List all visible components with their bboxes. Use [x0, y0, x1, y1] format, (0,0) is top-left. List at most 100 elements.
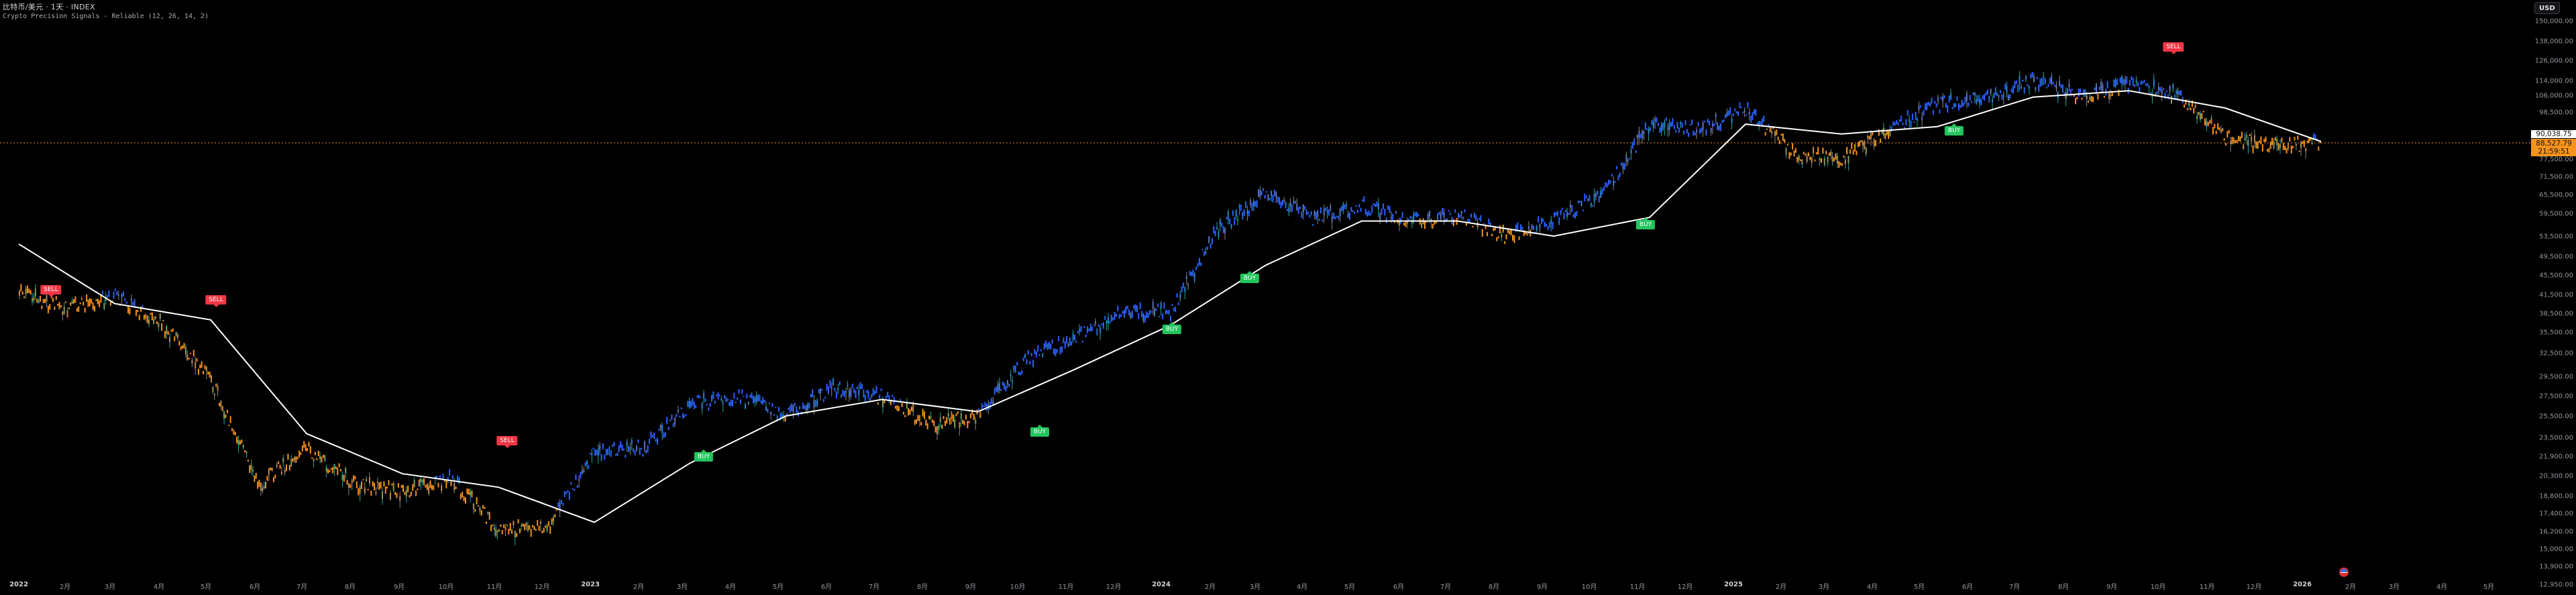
price-tick: 45,500.00: [2539, 272, 2573, 280]
price-tick: 106,000.00: [2534, 92, 2573, 100]
price-tick: 17,400.00: [2539, 510, 2573, 518]
sell-signal-label: SELL: [205, 295, 227, 307]
time-tick: 2026: [2293, 581, 2312, 588]
time-tick: 2025: [1724, 581, 1743, 588]
price-tick: 21,900.00: [2539, 453, 2573, 461]
time-tick: 6月: [820, 584, 833, 591]
time-tick: 3月: [2388, 584, 2400, 591]
candle-series: [19, 70, 2321, 545]
price-tick: 13,900.00: [2539, 563, 2573, 571]
price-tick: 25,500.00: [2539, 413, 2573, 421]
price-tick: 23,500.00: [2539, 434, 2573, 442]
time-tick: 3月: [1249, 584, 1261, 591]
time-tick: 9月: [2106, 584, 2118, 591]
time-tick: 5月: [1344, 584, 1356, 591]
chart-legend: 比特币/美元 · 1天 · INDEX Crypto Precision Sig…: [3, 3, 209, 21]
buy-signal-label: BUY: [1240, 271, 1260, 283]
price-tick: 20,300.00: [2539, 472, 2573, 480]
time-tick: 11月: [2199, 584, 2215, 591]
time-tick: 8月: [2057, 584, 2070, 591]
time-tick: 3月: [1818, 584, 1830, 591]
price-tick: 150,000.00: [2534, 17, 2573, 25]
time-tick: 7月: [868, 584, 880, 591]
price-tick: 27,500.00: [2539, 392, 2573, 400]
time-tick: 11月: [1058, 584, 1074, 591]
sell-signal-label: SELL: [2163, 42, 2184, 54]
current-price-value: 88,527.79: [2536, 140, 2572, 148]
time-tick: 6月: [249, 584, 261, 591]
price-tick: 38,500.00: [2539, 310, 2573, 318]
time-tick: 2月: [1775, 584, 1787, 591]
time-tick: 3月: [676, 584, 688, 591]
buy-signal-label: BUY: [1030, 425, 1050, 437]
bar-countdown: 21:59:51: [2538, 148, 2570, 156]
time-tick: 9月: [965, 584, 977, 591]
time-tick: 5月: [2483, 584, 2495, 591]
time-tick: 4月: [1296, 584, 1308, 591]
time-tick: 2023: [581, 581, 600, 588]
moving-average-line: [18, 90, 2322, 523]
time-tick: 6月: [1393, 584, 1405, 591]
symbol-title[interactable]: 比特币/美元 · 1天 · INDEX: [3, 3, 95, 11]
price-tick: 138,000.00: [2534, 38, 2573, 46]
sell-signal-label: SELL: [496, 436, 518, 448]
buy-signal-label: BUY: [694, 449, 714, 462]
time-tick: 10月: [1010, 584, 1026, 591]
time-tick: 2022: [9, 581, 28, 588]
time-tick: 11月: [486, 584, 502, 591]
price-tick: 98,500.00: [2539, 109, 2573, 117]
indicator-title[interactable]: Crypto Precision Signals - Reliable (12,…: [3, 13, 209, 20]
time-tick: 5月: [200, 584, 212, 591]
time-tick: 8月: [916, 584, 928, 591]
time-tick: 4月: [153, 584, 165, 591]
time-tick: 11月: [1629, 584, 1646, 591]
time-tick: 12月: [1106, 584, 1122, 591]
price-tick: 15,000.00: [2539, 545, 2573, 553]
price-tick: 12,950.00: [2539, 581, 2573, 589]
time-tick: 4月: [1866, 584, 1878, 591]
price-tick: 114,000.00: [2534, 77, 2573, 85]
us-flag-event-icon[interactable]: [2339, 567, 2349, 577]
buy-signal-label: BUY: [1635, 217, 1656, 229]
price-tick: 65,500.00: [2539, 191, 2573, 199]
sell-signal-label: SELL: [40, 285, 62, 297]
time-tick: 12月: [1677, 584, 1693, 591]
price-tick: 16,200.00: [2539, 528, 2573, 536]
time-tick: 10月: [2150, 584, 2166, 591]
price-tick: 59,500.00: [2539, 210, 2573, 218]
price-tick: 71,500.00: [2539, 173, 2573, 181]
time-tick: 10月: [1581, 584, 1597, 591]
time-tick: 4月: [2436, 584, 2448, 591]
buy-signal-label: BUY: [1162, 322, 1182, 334]
time-tick: 9月: [1536, 584, 1548, 591]
price-tick: 29,500.00: [2539, 373, 2573, 381]
time-tick: 8月: [1488, 584, 1500, 591]
time-tick: 6月: [1962, 584, 1974, 591]
price-tick: 35,500.00: [2539, 329, 2573, 337]
price-tick: 32,500.00: [2539, 349, 2573, 358]
price-tick: 126,000.00: [2534, 57, 2573, 65]
time-tick: 3月: [104, 584, 116, 591]
time-tick: 12月: [534, 584, 550, 591]
price-tick: 53,500.00: [2539, 233, 2573, 241]
time-tick: 9月: [393, 584, 405, 591]
current-price-tag: 88,527.79 21:59:51: [2531, 139, 2576, 156]
time-tick: 10月: [438, 584, 454, 591]
price-tick: 41,500.00: [2539, 291, 2573, 299]
price-tick: 18,800.00: [2539, 492, 2573, 500]
time-tick: 2024: [1152, 581, 1171, 588]
time-tick: 2月: [59, 584, 71, 591]
buy-signal-label: BUY: [1944, 123, 1964, 136]
time-tick: 4月: [724, 584, 737, 591]
time-tick: 7月: [2008, 584, 2021, 591]
time-tick: 7月: [1440, 584, 1452, 591]
currency-button[interactable]: USD: [2534, 2, 2560, 14]
last-price-tag: 90,038.75: [2531, 130, 2576, 138]
time-tick: 5月: [1913, 584, 1925, 591]
time-tick: 8月: [344, 584, 356, 591]
price-tick: 49,500.00: [2539, 253, 2573, 261]
time-tick: 5月: [772, 584, 784, 591]
price-tick: 77,500.00: [2539, 156, 2573, 164]
time-tick: 12月: [2246, 584, 2262, 591]
